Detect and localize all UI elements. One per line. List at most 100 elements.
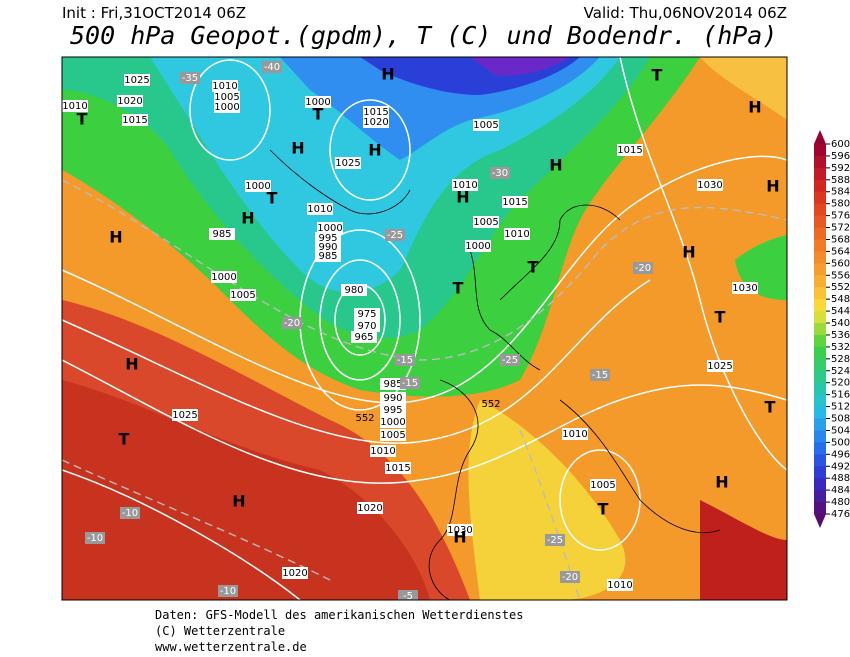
colorbar-label: 476 <box>831 509 850 520</box>
colorbar-label: 500 <box>831 437 850 448</box>
isobar-label-box <box>380 378 406 390</box>
isotherm-label: -25 <box>547 535 563 546</box>
pressure-center: H <box>766 177 779 196</box>
isobar-label: 1010 <box>307 204 332 215</box>
isobar-label: 1005 <box>473 217 498 228</box>
map-title: 500 hPa Geopot.(gpdm), T (C) und Bodendr… <box>70 21 777 50</box>
colorbar-swatch <box>814 418 826 431</box>
isobar-label-box <box>351 331 377 343</box>
isotherm-label-box <box>590 369 610 381</box>
isotherm-label-box <box>180 72 200 84</box>
colorbar-swatch <box>814 191 826 205</box>
pressure-center: T <box>453 279 464 298</box>
isobar-label-box <box>363 106 389 118</box>
colorbar-label: 524 <box>831 366 850 377</box>
isobar-label: 1000 <box>214 102 239 113</box>
colorbar-label: 504 <box>831 425 850 436</box>
isobar-label: 1000 <box>245 181 270 192</box>
isobar-label-box <box>452 179 478 191</box>
colorbar-label: 484 <box>831 485 850 496</box>
pressure-center: H <box>232 492 245 511</box>
isobar-label-box <box>212 80 238 92</box>
isobar-label: 1005 <box>380 430 405 441</box>
isobar-label: 1010 <box>504 229 529 240</box>
colorbar-swatch <box>814 215 826 229</box>
pressure-center: H <box>682 243 695 262</box>
colorbar-swatch <box>814 334 826 348</box>
colorbar-swatch <box>814 167 826 181</box>
pressure-center: T <box>652 66 663 85</box>
isotherm-label-box <box>545 534 565 546</box>
isobar-label: 1010 <box>452 180 477 191</box>
colorbar-swatch <box>814 227 826 240</box>
colorbar-label: 492 <box>831 461 850 472</box>
isotherm-label: -20 <box>635 263 651 274</box>
colorbar-label: 572 <box>831 223 850 234</box>
isobar-label: 1005 <box>473 120 498 131</box>
isobar-label: 990 <box>318 242 337 253</box>
isobar-label-box <box>380 392 406 404</box>
pressure-center: H <box>381 65 394 84</box>
colorbar-label: 520 <box>831 378 850 389</box>
pressure-center: T <box>765 398 776 417</box>
colorbar-label: 596 <box>831 151 850 162</box>
colorbar-label: 496 <box>831 449 850 460</box>
isobar-label: 1015 <box>385 463 410 474</box>
colorbar-swatch <box>814 502 826 515</box>
isotherm-label-box <box>385 229 405 241</box>
isobar-label-box <box>214 91 240 103</box>
isobar-label: 1005 <box>230 290 255 301</box>
colorbar-label: 552 <box>831 282 850 293</box>
colorbar-label: 576 <box>831 211 850 222</box>
isotherm-label-box <box>218 585 238 597</box>
isotherm-label: -25 <box>502 355 518 366</box>
pressure-center: H <box>125 355 138 374</box>
isobar-label-box <box>473 216 499 228</box>
isobar-label: 1030 <box>732 283 757 294</box>
isobar-label-box <box>380 416 406 428</box>
colorbar-swatch <box>814 346 826 360</box>
isotherm-label: -10 <box>220 586 236 597</box>
isobar-label-box <box>732 282 758 294</box>
isobar-label-box <box>697 179 723 191</box>
isotherm-label: -20 <box>562 572 578 583</box>
colorbar-label: 588 <box>831 175 850 186</box>
colorbar-label: 536 <box>831 330 850 341</box>
isobar-label-box <box>317 222 343 234</box>
pressure-center: T <box>77 110 88 129</box>
colorbar-swatch <box>814 478 826 491</box>
colorbar-label: 480 <box>831 497 850 508</box>
isobar-label-box <box>370 445 396 457</box>
isobar-label-box <box>380 404 406 416</box>
isotherm-label: -10 <box>87 533 103 544</box>
isobar-label: 1015 <box>122 115 147 126</box>
colorbar-label: 560 <box>831 258 850 269</box>
colorbar-swatch <box>814 275 826 288</box>
colorbar-swatch <box>814 239 826 252</box>
isobar-label: 1025 <box>124 75 149 86</box>
isobar-label-box <box>504 228 530 240</box>
isobar-label-box <box>62 100 88 112</box>
isobar-label: 1020 <box>357 503 382 514</box>
pressure-center: T <box>715 308 726 327</box>
colorbar-swatch <box>814 155 826 169</box>
isobar-label-box <box>117 95 143 107</box>
isobar-label: 1015 <box>502 197 527 208</box>
isotherm-label-box <box>490 167 510 179</box>
isobar-label: 1025 <box>335 158 360 169</box>
colorbar-label: 556 <box>831 270 850 281</box>
isobar-label-box <box>214 101 240 113</box>
isotherm-label: -20 <box>284 318 300 329</box>
isobar-label: 1020 <box>363 117 388 128</box>
colorbar-label: 532 <box>831 342 850 353</box>
isobar-label-box <box>354 320 380 332</box>
isotherm-label: -35 <box>182 73 198 84</box>
isotherm-label-box <box>395 354 415 366</box>
isobar-label-box <box>341 284 367 296</box>
colorbar-label: 540 <box>831 318 850 329</box>
isobar-label: 985 <box>318 251 337 262</box>
very-cold-region <box>150 57 620 293</box>
isobar-label-box <box>124 74 150 86</box>
